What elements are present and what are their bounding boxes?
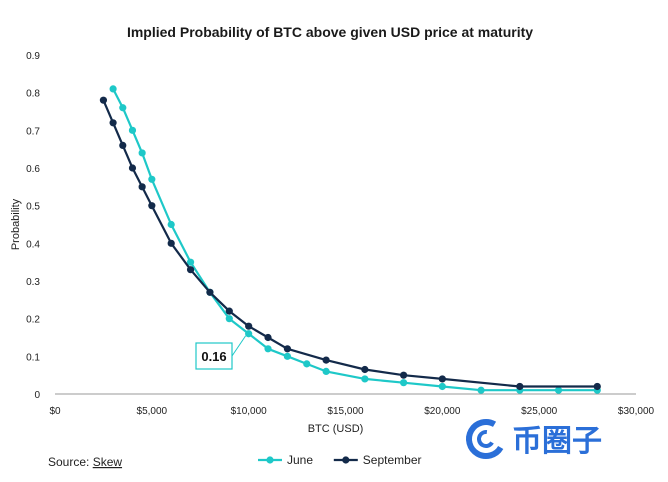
source-link[interactable]: Skew	[93, 455, 123, 469]
x-tick-label: $20,000	[424, 406, 461, 417]
x-axis-ticks: $0 $5,000 $10,000 $15,000 $20,000 $25,000 $30,…	[49, 406, 654, 417]
data-point	[138, 183, 146, 191]
x-tick-label: $15,000	[327, 406, 364, 417]
series-layer	[99, 85, 601, 394]
chart-title: Implied Probability of BTC above given U…	[127, 24, 533, 40]
data-point	[148, 175, 156, 183]
legend-item-september: September	[333, 453, 422, 467]
series-line	[112, 88, 598, 392]
data-point	[264, 333, 272, 342]
callout-value: 0.16	[201, 349, 226, 364]
y-axis-label: Probability	[10, 198, 22, 250]
coin-c-logo-icon	[466, 419, 506, 459]
data-point	[167, 239, 175, 247]
data-point	[361, 375, 369, 383]
y-tick-label: 0.5	[26, 202, 40, 213]
data-point	[283, 352, 291, 360]
data-point	[148, 202, 156, 210]
data-point	[245, 322, 253, 330]
y-tick-label: 0.8	[26, 89, 40, 100]
y-tick-label: 0.7	[26, 126, 40, 137]
data-point	[477, 386, 485, 394]
source-label: Source:	[48, 455, 93, 469]
data-point	[167, 220, 175, 229]
y-tick-label: 0.9	[26, 51, 40, 62]
series-september	[99, 96, 601, 391]
data-point	[361, 365, 369, 374]
legend-label: September	[363, 453, 422, 467]
y-tick-label: 0.2	[26, 315, 40, 326]
data-point	[186, 258, 195, 266]
data-point	[283, 345, 291, 353]
x-tick-label: $10,000	[231, 406, 268, 417]
source-note: Source: Skew	[48, 455, 122, 469]
data-point	[322, 356, 330, 364]
legend-item-june: June	[258, 453, 313, 467]
svg-text:Source: Skew: Source: Skew	[48, 455, 122, 469]
data-point	[109, 119, 117, 127]
legend-swatch-marker	[342, 456, 350, 464]
callout-box	[195, 342, 233, 370]
y-tick-label: 0.4	[26, 239, 40, 250]
data-point	[400, 371, 408, 379]
callout-leader-line	[231, 335, 247, 357]
x-tick-label: $25,000	[521, 406, 558, 417]
data-point	[516, 382, 524, 391]
data-point	[303, 360, 311, 368]
watermark-text: 币圈子	[512, 425, 602, 458]
data-point	[128, 164, 137, 172]
y-tick-label: 0.3	[26, 277, 40, 288]
x-axis-label: BTC (USD)	[308, 423, 364, 435]
data-point	[119, 104, 127, 112]
annotation-callout: 0.16	[195, 335, 247, 370]
series-line	[102, 99, 598, 388]
y-tick-label: 0.1	[26, 352, 40, 363]
data-point	[438, 382, 446, 391]
data-point	[119, 141, 127, 149]
x-tick-label: $0	[49, 406, 61, 417]
legend-swatch-marker	[266, 456, 274, 464]
legend-label: June	[287, 453, 313, 467]
x-tick-label: $5,000	[137, 406, 168, 417]
data-point	[245, 330, 253, 338]
data-point	[186, 266, 195, 274]
data-point	[128, 126, 137, 134]
data-point	[109, 85, 117, 93]
legend: June September	[258, 453, 422, 467]
series-june	[109, 85, 601, 394]
data-point	[322, 367, 330, 375]
data-point	[206, 288, 214, 296]
data-point	[138, 149, 146, 157]
data-point	[264, 345, 272, 353]
data-point	[554, 386, 563, 394]
y-axis-ticks: 0 0.1 0.2 0.3 0.4 0.5 0.6 0.7 0.8 0.9	[26, 51, 40, 401]
watermark-logo: 币圈子	[466, 419, 602, 459]
data-point	[400, 379, 408, 387]
y-tick-label: 0	[34, 390, 40, 401]
data-point	[225, 307, 233, 315]
data-point	[593, 382, 601, 391]
y-tick-label: 0.6	[26, 164, 40, 175]
data-point	[99, 96, 108, 104]
data-point	[225, 315, 233, 323]
data-point	[438, 375, 446, 383]
x-tick-label: $30,000	[618, 406, 655, 417]
